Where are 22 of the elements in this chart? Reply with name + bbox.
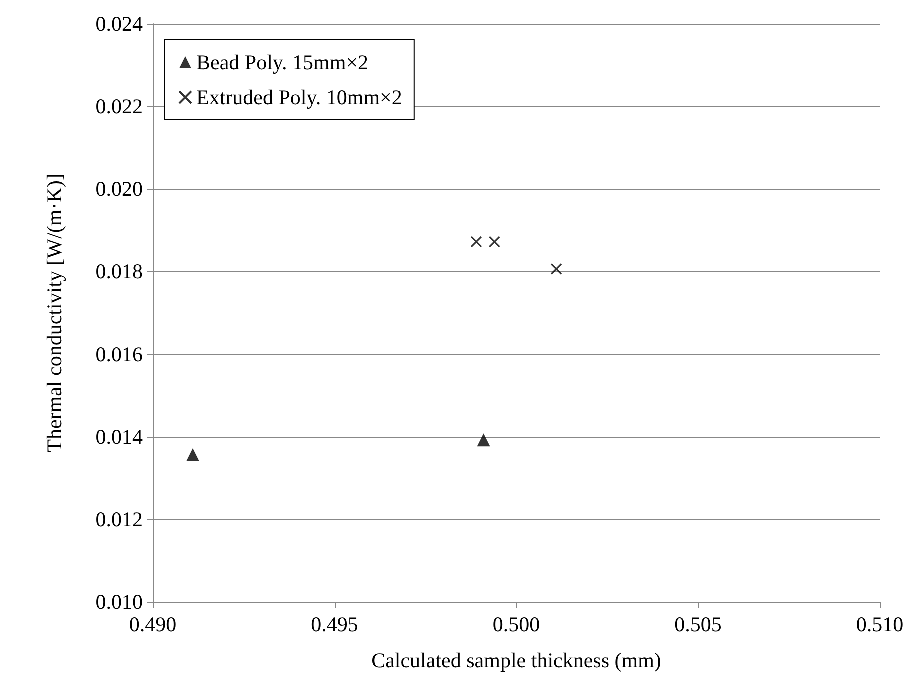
x-tick-label: 0.495 [311,612,358,636]
point [488,236,500,248]
y-tick-label: 0.014 [96,424,144,449]
y-tick-label: 0.022 [96,94,143,119]
x-tick-label: 0.500 [492,612,540,636]
x-tick-label: 0.510 [856,612,904,636]
point [470,236,482,248]
point [186,448,200,462]
y-tick-label: 0.012 [96,507,143,532]
point [550,263,562,276]
x-tick-label: 0.505 [674,612,722,636]
y-tick-label: 0.018 [96,260,143,284]
y-tick-label: 0.020 [96,177,143,202]
y-tick-label: 0.016 [96,342,143,366]
y-tick-label: 0.010 [96,590,143,614]
x-tick-label: 0.490 [129,612,177,636]
y-tick-label: 0.024 [96,12,144,36]
legend-label: Extruded Poly. 10mm×2 [196,86,402,110]
point [477,434,490,447]
y-axis-title: Thermal conductivity [W/(m·K)] [42,174,66,452]
x-axis-title: Calculated sample thickness (mm) [372,648,662,672]
legend-label: Bead Poly. 15mm×2 [196,50,369,74]
